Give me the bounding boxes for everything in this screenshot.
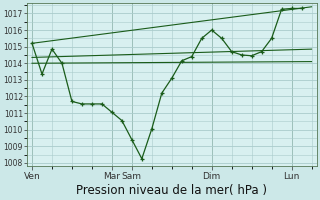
X-axis label: Pression niveau de la mer( hPa ): Pression niveau de la mer( hPa ) [76, 184, 267, 197]
